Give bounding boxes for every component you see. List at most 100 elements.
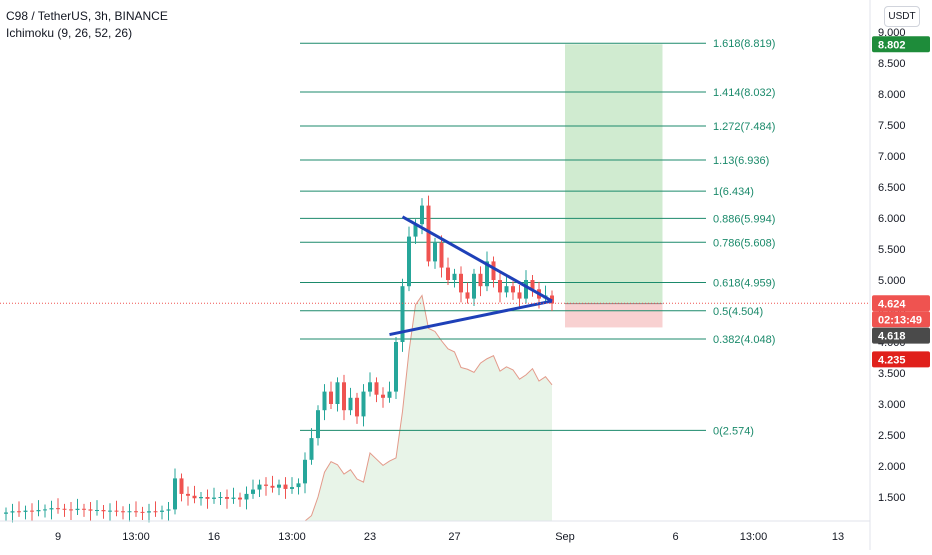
candle-body [134, 511, 138, 513]
candle-body [478, 273, 483, 287]
candle-body [433, 242, 437, 262]
loss-zone [565, 303, 663, 328]
fib-level-label: 0(2.574) [713, 425, 754, 437]
fib-level-label: 0.618(4.959) [713, 278, 775, 290]
price-label-text: 4.624 [878, 298, 906, 310]
candle-body [335, 382, 340, 404]
candle-body [277, 484, 281, 488]
price-label-box [872, 351, 930, 368]
time-tick-label: Sep [555, 531, 575, 543]
candle-body [452, 273, 457, 280]
symbol-title[interactable]: C98 / TetherUS, 3h, BINANCE [6, 9, 168, 23]
fib-level-label: 0.786(5.608) [713, 237, 775, 249]
fib-level-label: 1.13(6.936) [713, 155, 769, 167]
candle-body [472, 273, 476, 299]
candle-body [108, 510, 112, 512]
price-tick-label: 7.000 [878, 151, 906, 163]
indicator-label[interactable]: Ichimoku (9, 26, 52, 26) [6, 26, 133, 40]
price-tick-label: 3.000 [878, 399, 906, 411]
candle-body [173, 478, 177, 510]
price-label-box [872, 311, 930, 328]
candle-body [459, 273, 463, 293]
time-tick-label: 13:00 [740, 531, 768, 543]
candle-body [225, 497, 229, 499]
candle-body [88, 509, 93, 511]
candle-body [82, 508, 86, 510]
candle-body [524, 280, 528, 299]
candle-body [212, 497, 216, 499]
candle-body [420, 205, 424, 225]
candle-body [446, 267, 450, 280]
profit-zone [565, 44, 663, 304]
candle-body [205, 497, 210, 499]
price-label-text: 4.235 [878, 354, 906, 366]
price-tick-label: 5.500 [878, 244, 906, 256]
price-tick-label: 9.000 [878, 27, 906, 39]
triangle-lower-line [389, 299, 553, 337]
price-label-box [872, 36, 930, 53]
time-tick-label: 6 [672, 531, 678, 543]
fib-level-label: 1.618(8.819) [713, 38, 775, 50]
candle-body [530, 280, 535, 290]
candle-body [179, 478, 184, 494]
price-tick-label: 8.000 [878, 89, 906, 101]
candle-body [218, 497, 223, 498]
candle-body [290, 487, 294, 489]
candle-body [348, 397, 353, 411]
candle-body [407, 236, 411, 287]
candle-body [244, 493, 249, 500]
candle-body [303, 459, 307, 484]
candle-body [329, 391, 333, 404]
price-label-box [872, 295, 930, 312]
fib-level-label: 0.5(4.504) [713, 306, 763, 318]
candle-body [296, 483, 301, 488]
candle-body [4, 512, 8, 514]
fib-level-label: 0.886(5.994) [713, 213, 775, 225]
time-tick-label: 13:00 [122, 531, 150, 543]
candle-body [511, 286, 515, 293]
candle-body [49, 508, 54, 510]
time-tick-label: 13 [832, 531, 844, 543]
candle-body [251, 489, 255, 494]
candle-body [504, 286, 509, 293]
candle-body [10, 511, 15, 513]
candle-body [316, 410, 320, 439]
candle-body [270, 485, 275, 488]
price-label-box [872, 327, 930, 344]
candle-body [121, 511, 125, 513]
price-label-text: 02:13:49 [878, 314, 922, 326]
candle-body [361, 391, 366, 417]
candle-body [69, 509, 73, 511]
cloud-band [6, 295, 552, 521]
candle-body [394, 342, 398, 392]
candle-body [257, 484, 262, 490]
candle-body [283, 484, 288, 489]
price-tick-label: 8.500 [878, 58, 906, 70]
time-axis: 9 13:00 16 13:00 23 27 Sep 6 13:00 13 [0, 520, 870, 543]
time-tick-label: 9 [55, 531, 61, 543]
chart-header: C98 / TetherUS, 3h, BINANCE Ichimoku (9,… [6, 8, 168, 42]
price-axis: 9.000 8.500 8.000 7.500 7.000 6.500 6.000 5.500… [869, 0, 906, 550]
price-labels: 8.802 4.624 02:13:49 4.618 4.235 [872, 36, 930, 368]
candle-body [17, 511, 21, 513]
candle-body [140, 511, 145, 513]
candle-body [23, 510, 28, 512]
candle-body [374, 382, 379, 395]
candle-body [400, 286, 405, 342]
candle-body [413, 224, 418, 237]
candle-body [95, 510, 99, 512]
candle-body [368, 382, 372, 392]
candle-body [238, 497, 242, 500]
candle-body [387, 391, 392, 398]
candle-body [36, 510, 41, 512]
candle-body [56, 508, 60, 510]
candle-body [166, 509, 171, 511]
price-tick-label: 1.500 [878, 492, 906, 504]
time-tick-label: 27 [448, 531, 460, 543]
candle-body [192, 495, 197, 499]
currency-button[interactable]: USDT [884, 6, 920, 27]
candle-body [75, 508, 80, 511]
candle-body [485, 261, 489, 287]
